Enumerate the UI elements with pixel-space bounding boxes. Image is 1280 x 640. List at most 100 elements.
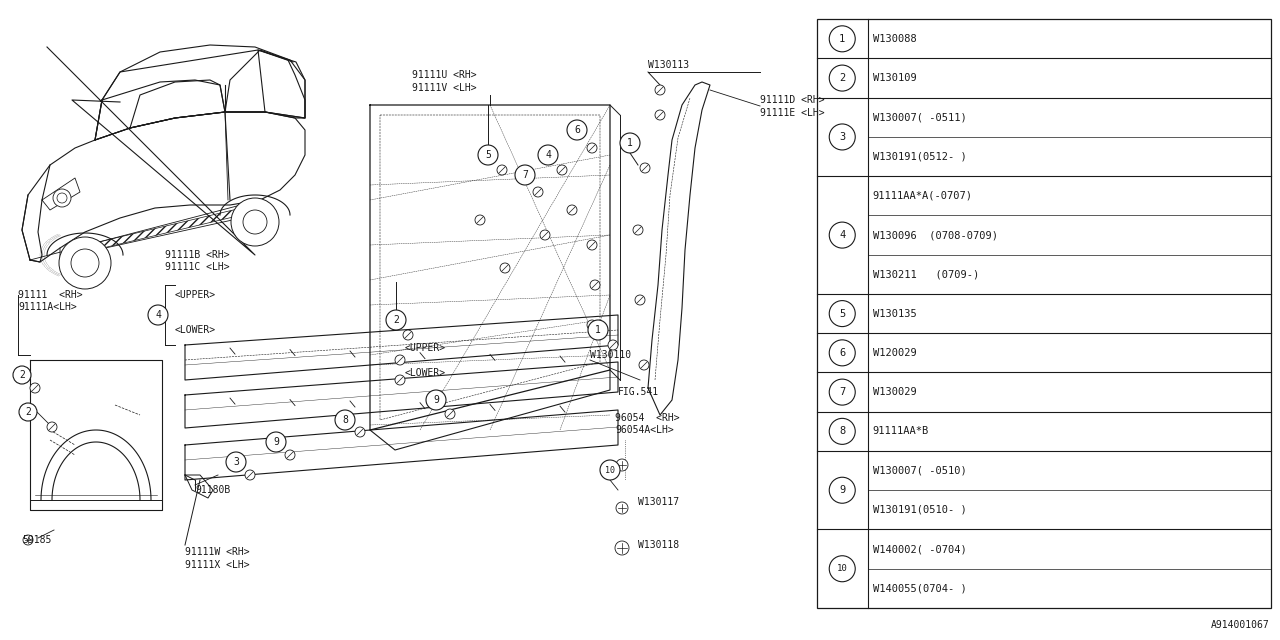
- Circle shape: [829, 124, 855, 150]
- Text: 7: 7: [840, 387, 845, 397]
- Circle shape: [59, 237, 111, 289]
- Text: 91111AA*B: 91111AA*B: [873, 426, 929, 436]
- Text: W120029: W120029: [873, 348, 916, 358]
- Circle shape: [567, 120, 588, 140]
- Text: <LOWER>: <LOWER>: [175, 325, 216, 335]
- Circle shape: [227, 452, 246, 472]
- Circle shape: [829, 379, 855, 405]
- Text: W130117: W130117: [637, 497, 680, 507]
- Circle shape: [588, 143, 596, 153]
- Circle shape: [600, 460, 620, 480]
- Text: W130110: W130110: [590, 350, 631, 360]
- Text: W130088: W130088: [873, 34, 916, 44]
- Text: <UPPER>: <UPPER>: [404, 343, 447, 353]
- Text: 7: 7: [522, 170, 527, 180]
- Text: FIG.541: FIG.541: [618, 387, 659, 397]
- Circle shape: [557, 165, 567, 175]
- Text: W130135: W130135: [873, 308, 916, 319]
- Circle shape: [477, 145, 498, 165]
- Text: 91111W <RH>: 91111W <RH>: [186, 547, 250, 557]
- Text: 91111U <RH>: 91111U <RH>: [412, 70, 476, 80]
- Text: W130007( -0511): W130007( -0511): [873, 113, 966, 122]
- Circle shape: [829, 26, 855, 52]
- Text: 6: 6: [573, 125, 580, 135]
- Circle shape: [532, 187, 543, 197]
- Circle shape: [639, 360, 649, 370]
- Circle shape: [387, 310, 406, 330]
- Circle shape: [23, 535, 33, 545]
- Circle shape: [13, 366, 31, 384]
- Circle shape: [52, 189, 70, 207]
- Circle shape: [635, 295, 645, 305]
- Circle shape: [829, 222, 855, 248]
- Circle shape: [70, 249, 99, 277]
- Circle shape: [634, 225, 643, 235]
- Circle shape: [355, 427, 365, 437]
- Circle shape: [829, 301, 855, 326]
- Circle shape: [829, 340, 855, 366]
- Text: 9: 9: [433, 395, 439, 405]
- Circle shape: [403, 330, 413, 340]
- Circle shape: [445, 409, 454, 419]
- Circle shape: [475, 215, 485, 225]
- Circle shape: [266, 432, 285, 452]
- Text: 6: 6: [840, 348, 845, 358]
- Text: W130118: W130118: [637, 540, 680, 550]
- Circle shape: [616, 459, 628, 471]
- Text: 2: 2: [840, 73, 845, 83]
- Circle shape: [655, 110, 666, 120]
- Text: 91111C <LH>: 91111C <LH>: [165, 262, 229, 272]
- Circle shape: [829, 556, 855, 582]
- Text: 9: 9: [273, 437, 279, 447]
- Text: 91111X <LH>: 91111X <LH>: [186, 560, 250, 570]
- Text: 2: 2: [19, 370, 24, 380]
- Text: 91111B <RH>: 91111B <RH>: [165, 250, 229, 260]
- Text: W130191(0512- ): W130191(0512- ): [873, 152, 966, 161]
- Circle shape: [426, 390, 445, 410]
- Circle shape: [588, 320, 608, 340]
- Circle shape: [244, 470, 255, 480]
- Circle shape: [58, 193, 67, 203]
- Text: 3: 3: [840, 132, 845, 142]
- Circle shape: [19, 403, 37, 421]
- Text: W130211   (0709-): W130211 (0709-): [873, 269, 979, 279]
- Text: 91111A<LH>: 91111A<LH>: [18, 302, 77, 312]
- Text: 1: 1: [627, 138, 632, 148]
- Circle shape: [538, 145, 558, 165]
- Text: 4: 4: [840, 230, 845, 240]
- Text: W130113: W130113: [648, 60, 689, 70]
- Text: 91111AA*A(-0707): 91111AA*A(-0707): [873, 191, 973, 201]
- Text: 8: 8: [840, 426, 845, 436]
- Circle shape: [620, 133, 640, 153]
- Circle shape: [614, 541, 628, 555]
- Text: W130029: W130029: [873, 387, 916, 397]
- Circle shape: [396, 355, 404, 365]
- Circle shape: [148, 305, 168, 325]
- Circle shape: [608, 340, 618, 350]
- Text: 2: 2: [393, 315, 399, 325]
- Circle shape: [243, 210, 268, 234]
- Circle shape: [588, 320, 596, 330]
- Circle shape: [567, 205, 577, 215]
- Circle shape: [500, 263, 509, 273]
- Circle shape: [497, 165, 507, 175]
- Text: 8: 8: [342, 415, 348, 425]
- Text: 2: 2: [26, 407, 31, 417]
- Text: 10: 10: [837, 564, 847, 573]
- Circle shape: [616, 502, 628, 514]
- Text: W130191(0510- ): W130191(0510- ): [873, 505, 966, 515]
- Text: 91111V <LH>: 91111V <LH>: [412, 83, 476, 93]
- Text: 91180B: 91180B: [195, 485, 230, 495]
- Text: 1: 1: [595, 325, 600, 335]
- Circle shape: [540, 230, 550, 240]
- Bar: [817, 19, 1271, 608]
- Text: 1: 1: [840, 34, 845, 44]
- Circle shape: [47, 422, 58, 432]
- Circle shape: [829, 65, 855, 91]
- Circle shape: [829, 419, 855, 444]
- Text: W140055(0704- ): W140055(0704- ): [873, 584, 966, 593]
- Text: 59185: 59185: [22, 535, 51, 545]
- Text: 91111E <LH>: 91111E <LH>: [760, 108, 824, 118]
- Text: 9: 9: [840, 485, 845, 495]
- Text: 10: 10: [605, 465, 614, 474]
